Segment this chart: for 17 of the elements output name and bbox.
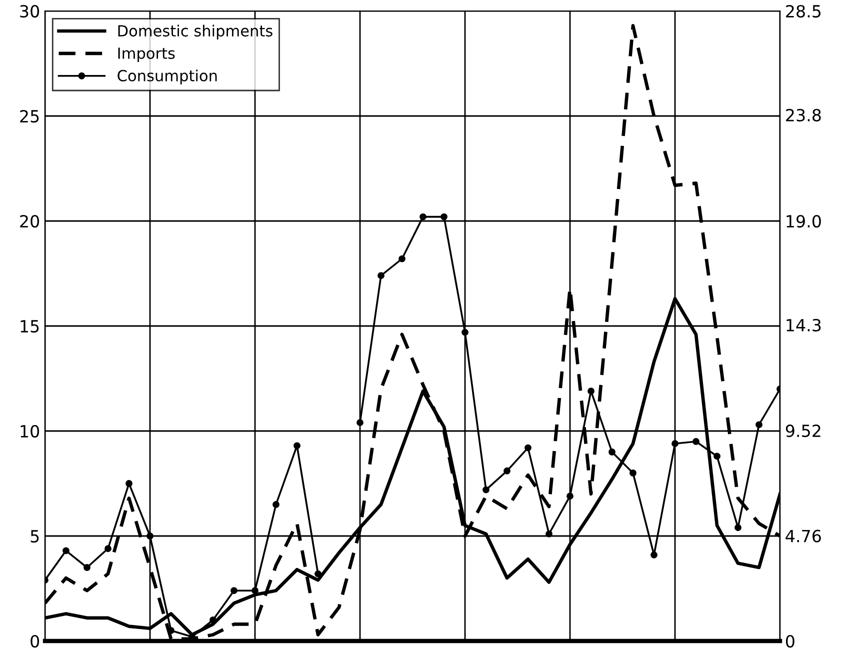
- y-tick-label: 15: [20, 320, 39, 333]
- y-tick-label: 10: [20, 424, 40, 438]
- legend-label: Imports: [118, 48, 175, 62]
- legend-label: Consumption: [118, 70, 217, 84]
- y2-tick-label: 19.0: [786, 214, 821, 228]
- y-tick-label: 20: [20, 214, 40, 228]
- y-tick-label: 0: [30, 634, 40, 648]
- y-tick-label: 5: [30, 530, 39, 543]
- y2-tick-label: 23.8: [786, 108, 821, 122]
- y2-tick-label: 9.52: [786, 424, 820, 438]
- y-tick-label: 30: [20, 4, 40, 18]
- y2-tick-label: 4.76: [786, 530, 821, 542]
- y2-tick-label: 14.3: [786, 318, 821, 332]
- legend-label: Domestic shipments: [118, 24, 272, 40]
- y2-tick-label: 0: [786, 634, 794, 648]
- y2-tick-label: 28.5: [786, 4, 821, 18]
- y-tick-label: 25: [20, 110, 39, 123]
